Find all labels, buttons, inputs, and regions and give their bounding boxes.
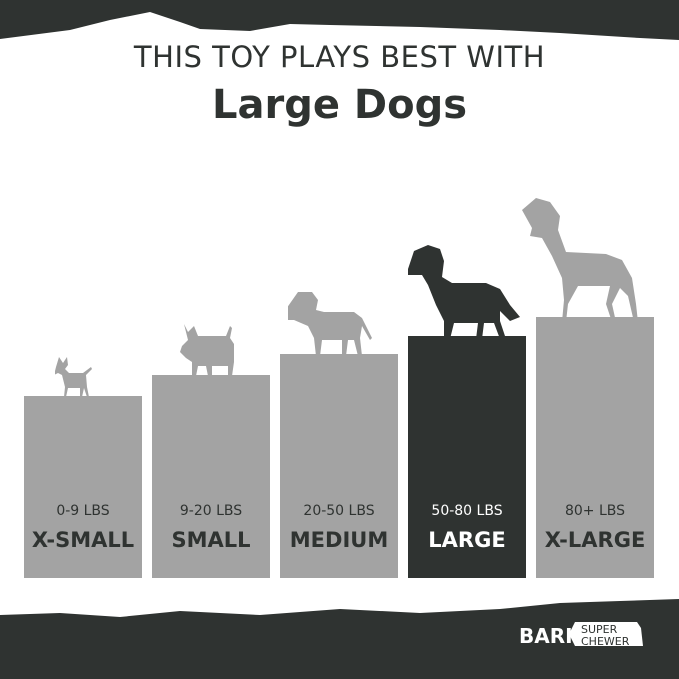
x-large-dog-icon bbox=[522, 198, 638, 318]
bark-super-chewer-logo: BARK SUPER CHEWER bbox=[519, 618, 659, 656]
torn-bottom-border bbox=[0, 599, 679, 679]
size-weight: 50-80 LBS bbox=[431, 503, 503, 519]
size-name: X-LARGE bbox=[544, 528, 646, 552]
torn-top-border bbox=[0, 0, 679, 40]
svg-text:SUPER: SUPER bbox=[581, 623, 618, 636]
size-name: X-SMALL bbox=[31, 528, 135, 552]
size-bar-large: 50-80 LBS LARGE bbox=[408, 336, 526, 578]
size-name: SMALL bbox=[171, 528, 251, 552]
chihuahua-icon bbox=[55, 357, 92, 397]
headline: THIS TOY PLAYS BEST WITH bbox=[133, 40, 546, 74]
size-bar-small: 9-20 LBS SMALL bbox=[152, 375, 270, 578]
svg-text:CHEWER: CHEWER bbox=[581, 635, 630, 648]
headline-size: Large Dogs bbox=[211, 82, 468, 128]
size-weight: 0-9 LBS bbox=[56, 503, 110, 519]
size-weight: 80+ LBS bbox=[564, 503, 626, 519]
size-bar-x-small: 0-9 LBS X-SMALL bbox=[24, 396, 142, 578]
size-bar-medium: 20-50 LBS MEDIUM bbox=[280, 354, 398, 578]
size-weight: 20-50 LBS bbox=[303, 503, 375, 519]
large-dog-icon bbox=[408, 245, 520, 337]
size-weight: 9-20 LBS bbox=[179, 503, 243, 519]
scottie-dog-icon bbox=[180, 324, 234, 376]
size-name: MEDIUM bbox=[289, 528, 389, 552]
size-bar-x-large: 80+ LBS X-LARGE bbox=[536, 317, 654, 578]
medium-dog-icon bbox=[288, 292, 372, 356]
size-name: LARGE bbox=[428, 528, 506, 552]
